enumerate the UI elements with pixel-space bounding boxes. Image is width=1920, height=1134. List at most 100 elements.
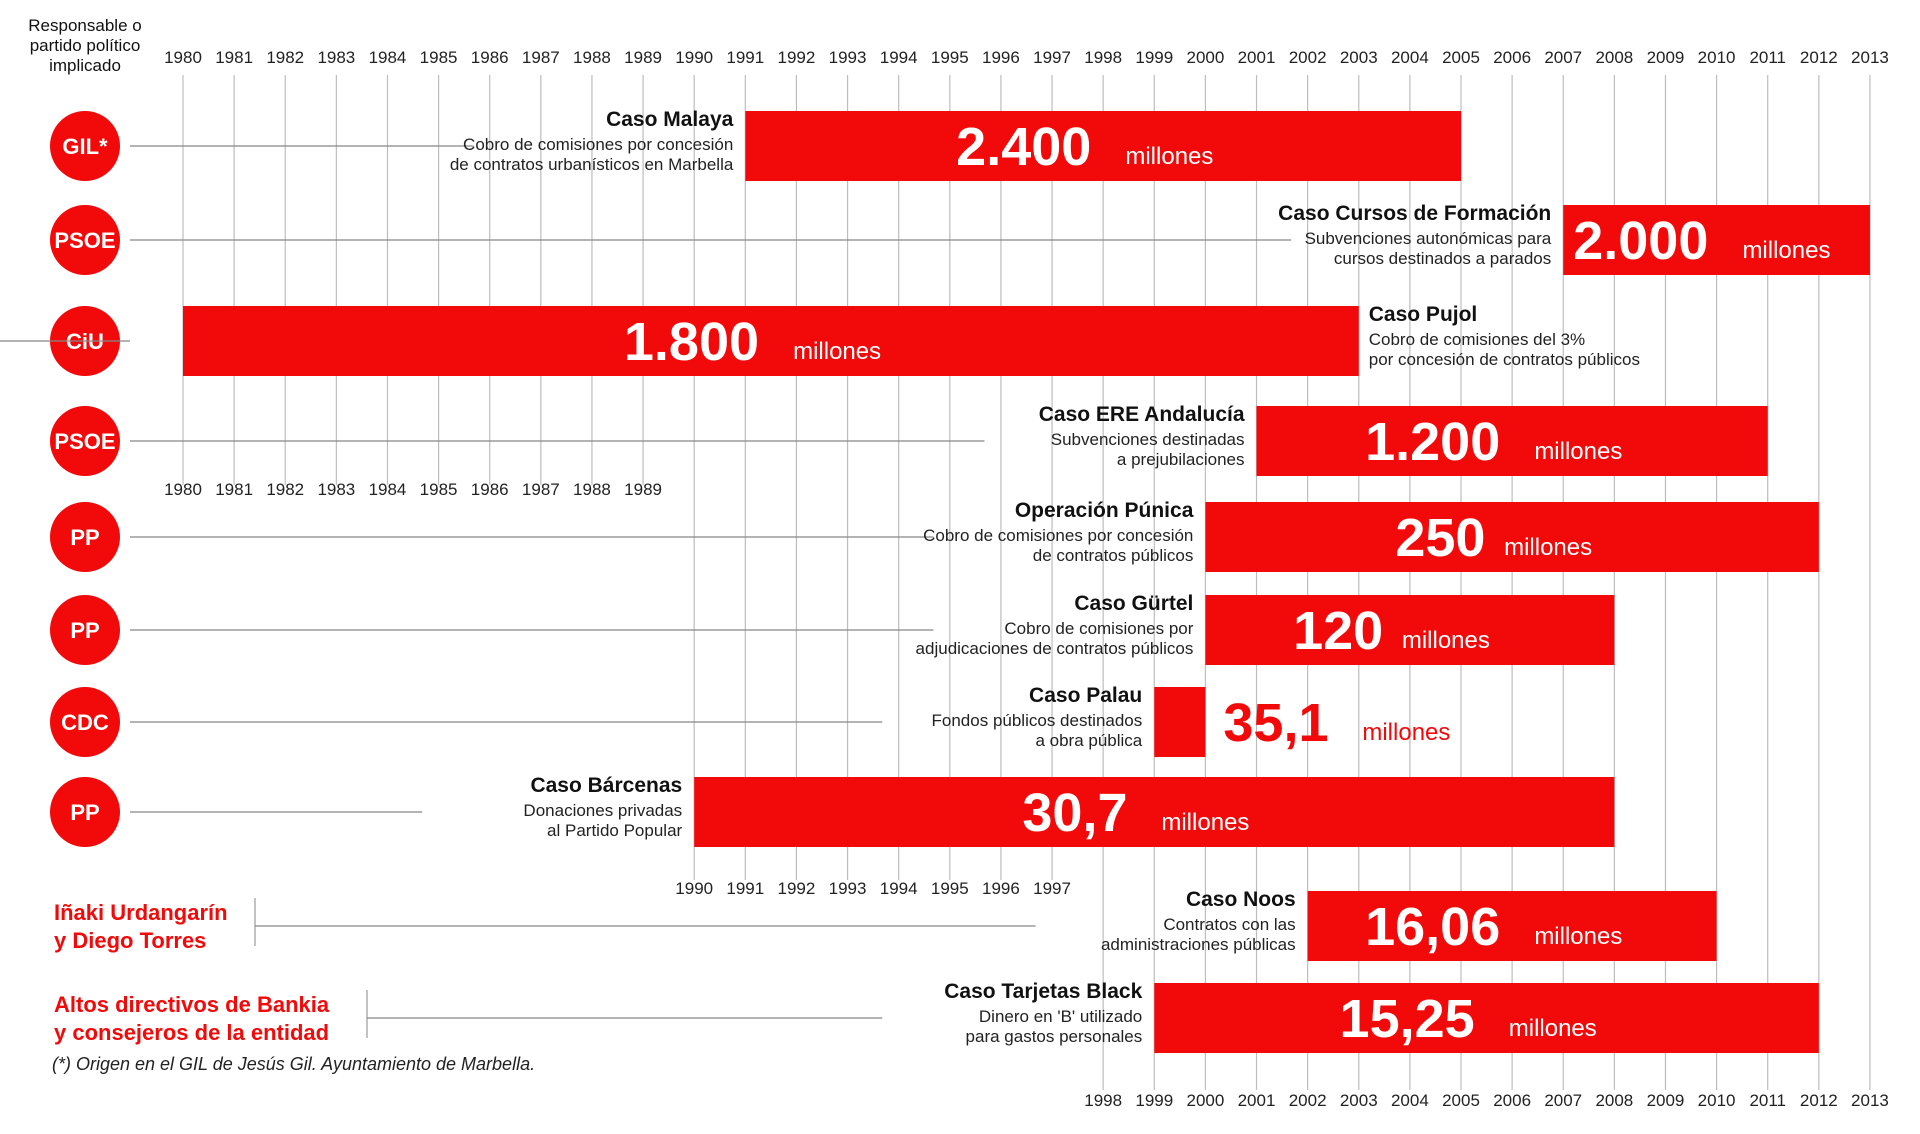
case-description-line-2: a prejubilaciones xyxy=(1117,450,1245,469)
case-name: Caso Palau xyxy=(1029,684,1142,707)
case-description-line-2: para gastos personales xyxy=(966,1027,1143,1046)
amount-unit: millones xyxy=(793,338,881,365)
party-badge xyxy=(50,111,120,181)
year-tick-label: 1995 xyxy=(931,48,969,67)
amount-unit: millones xyxy=(1362,719,1450,746)
year-tick-label: 2001 xyxy=(1238,1091,1276,1110)
case-description-line-2: de contratos urbanísticos en Marbella xyxy=(450,155,734,174)
year-tick-label: 2003 xyxy=(1340,48,1378,67)
year-tick-label: 1984 xyxy=(369,48,407,67)
year-tick-label: 2011 xyxy=(1749,1091,1786,1110)
year-tick-label: 2004 xyxy=(1391,48,1429,67)
case-name: Caso Tarjetas Black xyxy=(944,980,1142,1003)
year-tick-label: 2001 xyxy=(1238,48,1276,67)
amount-value: 2.400 xyxy=(956,117,1091,177)
amount-value: 15,25 xyxy=(1340,989,1475,1049)
year-tick-label: 1996 xyxy=(982,48,1020,67)
amount-unit: millones xyxy=(1742,237,1830,264)
amount-unit: millones xyxy=(1402,627,1490,654)
year-tick-label: 1984 xyxy=(369,480,407,499)
amount-value: 1.200 xyxy=(1365,412,1500,472)
party-badge-label: PP xyxy=(70,800,99,825)
year-tick-label: 2002 xyxy=(1289,1091,1327,1110)
amount-value: 1.800 xyxy=(624,312,759,372)
year-tick-label: 1994 xyxy=(880,48,918,67)
year-tick-label: 2007 xyxy=(1544,1091,1582,1110)
case-description-line-2: al Partido Popular xyxy=(547,821,682,840)
footnote: (*) Origen en el GIL de Jesús Gil. Ayunt… xyxy=(52,1054,536,1074)
amount-value: 35,1 xyxy=(1223,693,1328,753)
case-description-line-2: administraciones públicas xyxy=(1101,935,1296,954)
party-badge xyxy=(50,502,120,572)
year-tick-label: 2012 xyxy=(1800,48,1838,67)
year-tick-label: 1991 xyxy=(726,48,764,67)
party-badge xyxy=(50,406,120,476)
duration-bar xyxy=(745,111,1461,181)
amount-value: 120 xyxy=(1293,601,1383,661)
year-tick-label: 2003 xyxy=(1340,1091,1378,1110)
case-row-6: PP Caso Gürtel Cobro de comisiones poradju… xyxy=(50,592,1615,665)
amount-value: 30,7 xyxy=(1022,783,1127,843)
case-row-1: GIL* Caso Malaya Cobro de comisiones por c… xyxy=(50,108,1461,181)
year-tick-label: 1995 xyxy=(931,879,969,898)
year-axis-row-4: 1998 1999 2000 2001 2002 2003 2004 2005 2006 2007… xyxy=(1084,1091,1889,1110)
year-tick-label: 1992 xyxy=(778,879,816,898)
year-tick-label: 2008 xyxy=(1595,48,1633,67)
duration-bar xyxy=(1205,502,1819,572)
case-name: Caso Noos xyxy=(1186,888,1296,911)
case-description-line-1: Subvenciones autonómicas para xyxy=(1305,229,1552,248)
duration-bar xyxy=(1205,595,1615,665)
year-tick-label: 1989 xyxy=(624,48,662,67)
case-description-line-1: Cobro de comisiones del 3% xyxy=(1369,330,1585,349)
responsible-label: Altos directivos de Bankia xyxy=(54,992,330,1017)
year-tick-label: 2013 xyxy=(1851,1091,1889,1110)
responsible-label: y consejeros de la entidad xyxy=(54,1020,329,1045)
case-description-line-2: por concesión de contratos públicos xyxy=(1369,350,1640,369)
amount-unit: millones xyxy=(1161,809,1249,836)
year-tick-label: 1999 xyxy=(1135,48,1173,67)
year-tick-label: 1988 xyxy=(573,480,611,499)
case-description-line-1: Contratos con las xyxy=(1163,915,1295,934)
amount-unit: millones xyxy=(1534,438,1622,465)
year-tick-label: 1983 xyxy=(317,480,355,499)
party-badge xyxy=(50,777,120,847)
year-tick-label: 2000 xyxy=(1186,1091,1224,1110)
year-tick-label: 1991 xyxy=(726,879,764,898)
case-name: Caso Cursos de Formación xyxy=(1278,202,1551,225)
year-tick-label: 1993 xyxy=(829,48,867,67)
year-tick-label: 1997 xyxy=(1033,879,1071,898)
case-name: Caso Gürtel xyxy=(1074,592,1193,615)
duration-bar xyxy=(694,777,1615,847)
responsible-label: y Diego Torres xyxy=(54,928,206,953)
case-description-line-1: Cobro de comisiones por concesión xyxy=(463,135,733,154)
case-row-10: Altos directivos de Bankia y consejeros d… xyxy=(54,980,1819,1053)
year-tick-label: 1981 xyxy=(215,480,253,499)
party-badge xyxy=(50,687,120,757)
year-tick-label: 1996 xyxy=(982,879,1020,898)
year-tick-label: 1997 xyxy=(1033,48,1071,67)
year-tick-label: 2013 xyxy=(1851,48,1889,67)
year-tick-label: 2002 xyxy=(1289,48,1327,67)
amount-value: 16,06 xyxy=(1365,897,1500,957)
year-tick-label: 2009 xyxy=(1647,1091,1685,1110)
year-tick-label: 1993 xyxy=(829,879,867,898)
year-tick-label: 1988 xyxy=(573,48,611,67)
case-row-7: CDC Caso Palau Fondos públicos destinadosa… xyxy=(50,684,1450,757)
year-tick-label: 2005 xyxy=(1442,48,1480,67)
case-description-line-1: Fondos públicos destinados xyxy=(932,711,1143,730)
duration-bar xyxy=(1154,687,1206,757)
case-description-line-2: de contratos públicos xyxy=(1033,546,1194,565)
year-tick-label: 1990 xyxy=(675,48,713,67)
case-row-4: PSOE Caso ERE Andalucía Subvenciones desti… xyxy=(50,403,1768,476)
party-badge-label: PSOE xyxy=(54,429,115,454)
year-axis-row-1: 1980 1981 1982 1983 1984 1985 1986 1987 1988 1989… xyxy=(164,48,1889,67)
case-name: Caso ERE Andalucía xyxy=(1039,403,1245,426)
case-description-line-1: Dinero en 'B' utilizado xyxy=(979,1007,1142,1026)
case-name: Caso Malaya xyxy=(606,108,734,131)
year-tick-label: 2000 xyxy=(1186,48,1224,67)
year-tick-label: 1986 xyxy=(471,480,509,499)
year-tick-label: 1987 xyxy=(522,480,560,499)
amount-unit: millones xyxy=(1534,923,1622,950)
